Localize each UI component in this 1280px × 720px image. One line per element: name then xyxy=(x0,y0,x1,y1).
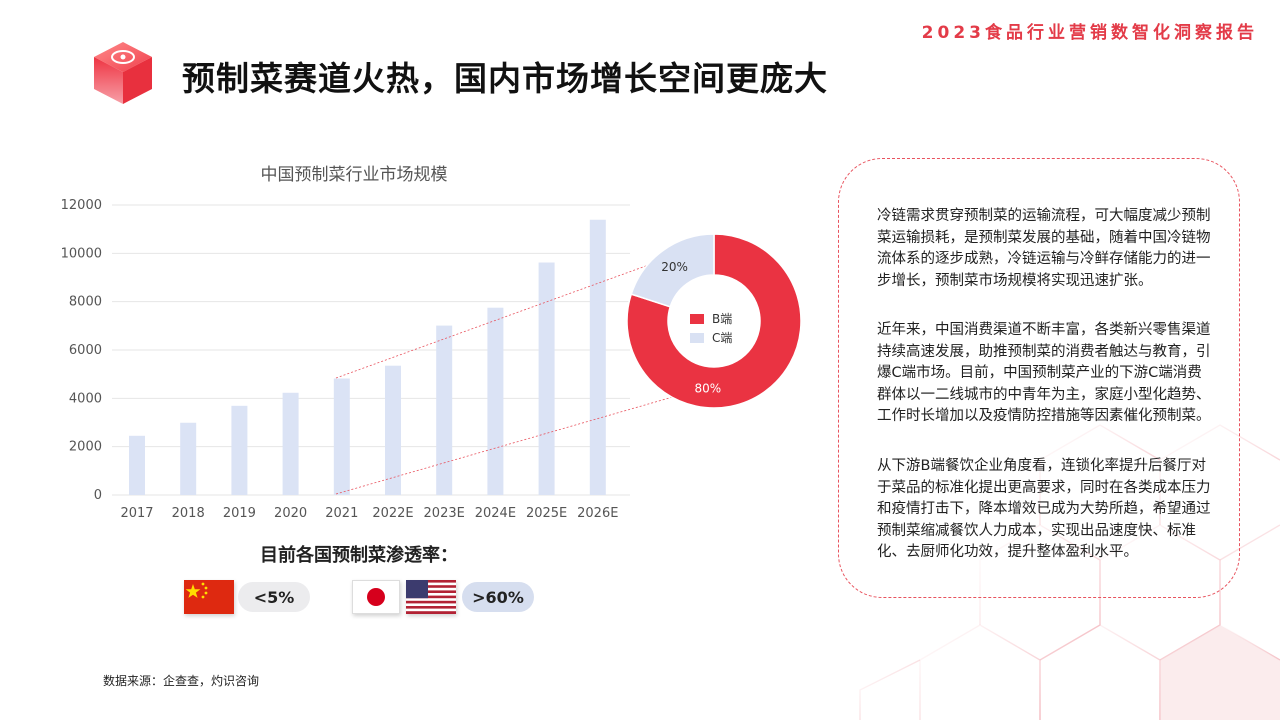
usa-flag-icon xyxy=(406,580,456,614)
legend-label-c: C端 xyxy=(712,331,732,345)
paragraph-b-end-catering: 从下游B端餐饮企业角度看，连锁化率提升后餐厅对于菜品的标准化提出更高要求，同时在… xyxy=(877,458,1211,560)
china-penetration-badge: <5% xyxy=(238,582,310,612)
report-title: 2023食品行业营销数智化洞察报告 xyxy=(921,23,1258,43)
x-tick-label: 2025E xyxy=(526,506,567,521)
x-tick-label: 2021 xyxy=(325,506,358,521)
x-tick-label: 2023E xyxy=(424,506,465,521)
donut-legend: B端 C端 xyxy=(690,312,732,345)
y-tick-label: 10000 xyxy=(61,246,102,261)
penetration-title: 目前各国预制菜渗透率： xyxy=(260,545,458,566)
legend-swatch-c xyxy=(690,333,704,343)
y-tick-label: 4000 xyxy=(69,391,102,406)
bar-2024E xyxy=(487,307,504,495)
paragraph-cold-chain: 冷链需求贯穿预制菜的运输流程，可大幅度减少预制菜运输损耗，是预制菜发展的基础，随… xyxy=(877,208,1211,289)
connector-line-top xyxy=(335,249,691,379)
donut-pct-label: 80% xyxy=(694,382,721,396)
legend-label-b: B端 xyxy=(712,312,732,326)
y-tick-label: 0 xyxy=(94,488,102,503)
donut-pct-label: 20% xyxy=(661,260,688,274)
donut-slice-b xyxy=(626,233,802,409)
x-tick-label: 2024E xyxy=(475,506,516,521)
bar-2022E xyxy=(385,365,401,495)
legend-swatch-b xyxy=(690,314,704,324)
paragraph-consumer-channel: 近年来，中国消费渠道不断丰富，各类新兴零售渠道持续高速发展，助推预制菜的消费者触… xyxy=(877,322,1211,424)
connector-line-bottom xyxy=(335,391,691,495)
y-tick-label: 12000 xyxy=(61,198,102,213)
x-tick-label: 2022E xyxy=(372,506,413,521)
bar-2026E xyxy=(589,219,606,495)
bar-2017 xyxy=(129,435,145,495)
y-tick-label: 6000 xyxy=(69,343,102,358)
bar-2025E xyxy=(538,262,555,495)
bar-2021 xyxy=(333,378,350,495)
bar-2020 xyxy=(282,392,299,495)
china-flag-icon xyxy=(184,580,234,614)
x-tick-label: 2018 xyxy=(172,506,205,521)
japan-flag-icon xyxy=(352,580,400,614)
bar-2023E xyxy=(436,325,453,495)
x-tick-label: 2026E xyxy=(577,506,618,521)
bar-2018 xyxy=(180,422,197,495)
y-tick-label: 8000 xyxy=(69,295,102,310)
x-tick-label: 2019 xyxy=(223,506,256,521)
bar-2019 xyxy=(231,405,248,495)
y-tick-label: 2000 xyxy=(69,440,102,455)
x-tick-label: 2020 xyxy=(274,506,307,521)
japan-us-penetration-badge: >60% xyxy=(462,582,534,612)
data-source: 数据来源：企查查，灼识咨询 xyxy=(103,674,260,688)
page-title: 预制菜赛道火热，国内市场增长空间更庞大 xyxy=(182,59,828,98)
analysis-text-box: 冷链需求贯穿预制菜的运输流程，可大幅度减少预制菜运输损耗，是预制菜发展的基础，随… xyxy=(838,158,1240,598)
chart-title: 中国预制菜行业市场规模 xyxy=(261,165,448,185)
cube-logo-icon xyxy=(94,42,152,104)
x-tick-label: 2017 xyxy=(120,506,153,521)
donut-slice-c xyxy=(630,233,715,308)
